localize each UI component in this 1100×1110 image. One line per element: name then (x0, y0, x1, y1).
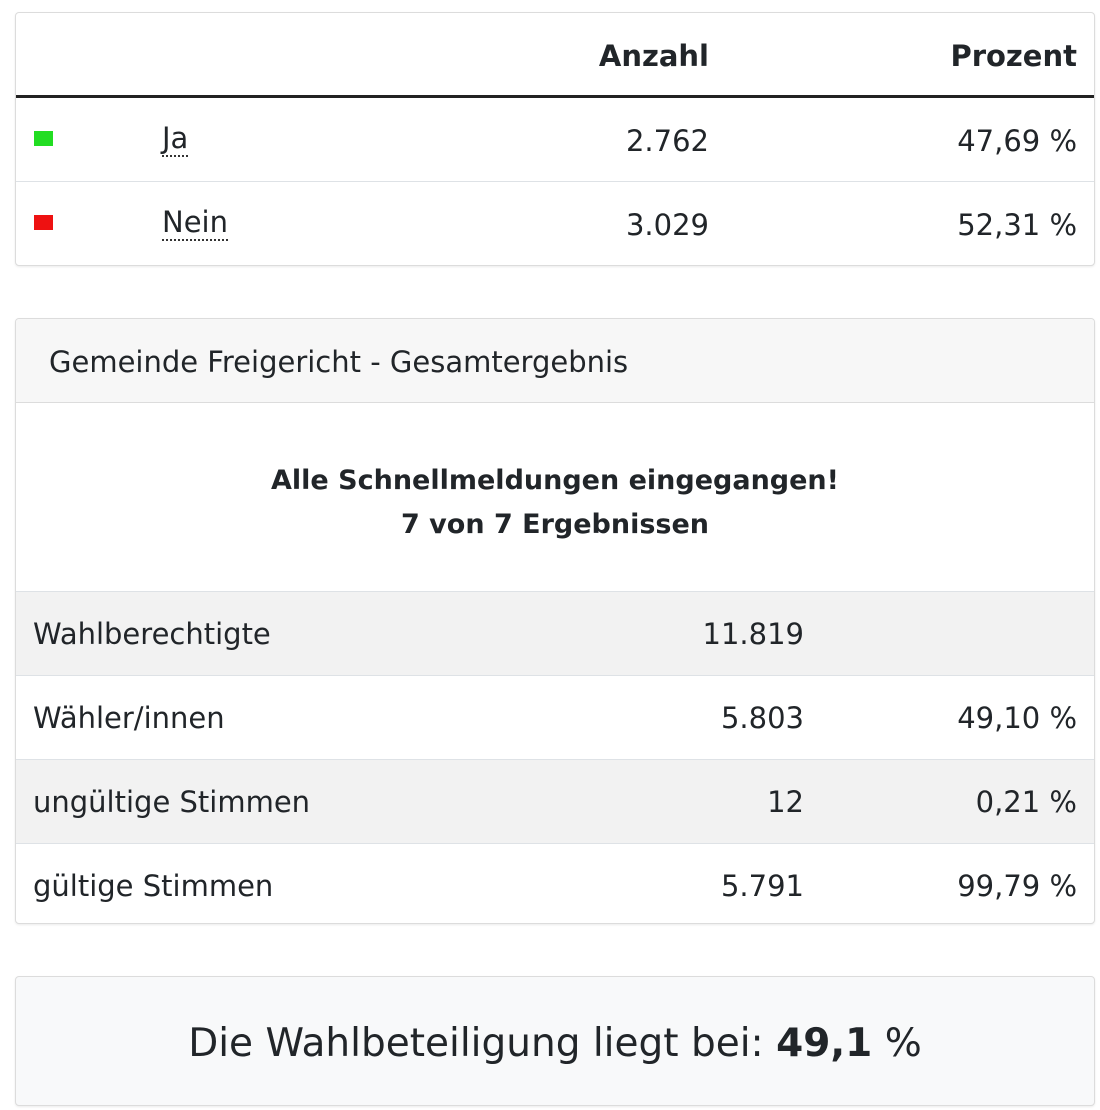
result-name-ja[interactable]: Ja (162, 121, 189, 158)
header-prozent: Prozent (950, 39, 1077, 73)
gemeinde-title: Gemeinde Freigericht - Gesamtergebnis (16, 319, 1094, 403)
status-line-complete: Alle Schnellmeldungen eingegangen! (271, 465, 839, 496)
result-anzahl-ja: 2.762 (625, 124, 709, 158)
turnout-value: 49,1 (776, 1021, 873, 1066)
stat-value: 11.819 (702, 617, 804, 651)
results-table: Anzahl Prozent Ja 2.762 47,69 % Nein 3.0… (15, 12, 1095, 266)
color-swatch-ja (34, 131, 53, 146)
report-status: Alle Schnellmeldungen eingegangen! 7 von… (16, 403, 1094, 591)
stat-value: 5.791 (720, 869, 804, 903)
stat-row-ungueltige: ungültige Stimmen 12 0,21 % (16, 759, 1094, 843)
header-anzahl: Anzahl (598, 39, 709, 73)
turnout-summary: Die Wahlbeteiligung liegt bei: 49,1 % (15, 976, 1095, 1106)
stat-label: gültige Stimmen (33, 869, 274, 903)
stat-label: Wahlberechtigte (33, 617, 271, 651)
stat-percent: 49,10 % (957, 701, 1077, 735)
stat-label: Wähler/innen (33, 701, 225, 735)
stat-row-wahlberechtigte: Wahlberechtigte 11.819 (16, 591, 1094, 675)
turnout-prefix: Die Wahlbeteiligung liegt bei: (188, 1021, 764, 1066)
result-anzahl-nein: 3.029 (625, 208, 709, 242)
stat-row-gueltige: gültige Stimmen 5.791 99,79 % (16, 843, 1094, 927)
color-swatch-nein (34, 215, 53, 230)
status-line-count: 7 von 7 Ergebnissen (400, 509, 710, 540)
result-row-ja: Ja 2.762 47,69 % (16, 98, 1094, 182)
stat-value: 5.803 (720, 701, 804, 735)
stat-percent: 0,21 % (975, 785, 1077, 819)
result-prozent-nein: 52,31 % (957, 208, 1077, 242)
stat-row-waehler: Wähler/innen 5.803 49,10 % (16, 675, 1094, 759)
results-header-row: Anzahl Prozent (16, 13, 1094, 98)
result-name-nein[interactable]: Nein (162, 205, 228, 242)
result-prozent-ja: 47,69 % (957, 124, 1077, 158)
result-row-nein: Nein 3.029 52,31 % (16, 182, 1094, 266)
stat-value: 12 (767, 785, 804, 819)
turnout-unit: % (884, 1021, 922, 1066)
stat-label: ungültige Stimmen (33, 785, 311, 819)
stat-percent: 99,79 % (957, 869, 1077, 903)
gemeinde-result-card: Gemeinde Freigericht - Gesamtergebnis Al… (15, 318, 1095, 924)
